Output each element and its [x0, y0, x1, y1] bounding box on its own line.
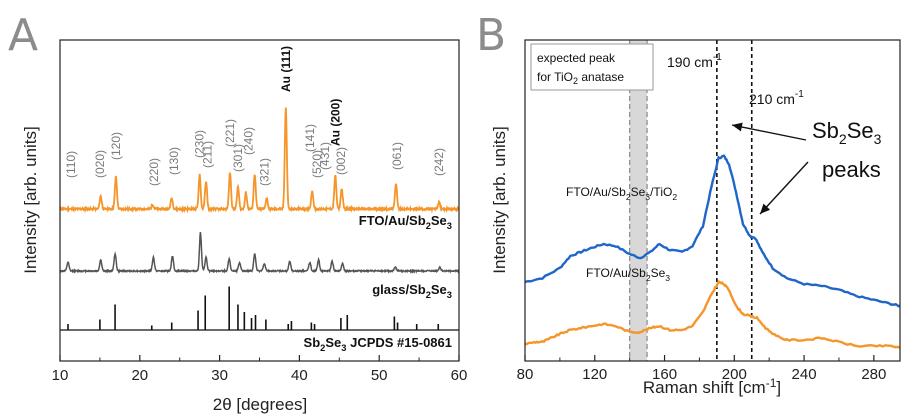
- expected-peak-box: [530, 43, 654, 91]
- reflection-label: (301): [231, 144, 245, 172]
- reflection-label: (221): [223, 119, 237, 147]
- x-tick-label: 40: [291, 367, 308, 384]
- x-tick-label: 200: [722, 366, 747, 383]
- au-peak-label: Au (200): [328, 99, 342, 146]
- reflection-label: (220): [147, 158, 161, 186]
- panel-a-plot-area: [60, 107, 459, 331]
- panel-b-letter: B: [476, 10, 506, 61]
- label-fto-au-sb2se3-tio2: FTO/Au/Sb2Se3/TiO2: [566, 185, 677, 202]
- reflection-label: (211): [201, 141, 215, 168]
- reflection-label: (242): [432, 148, 446, 176]
- x-tick-label: 280: [861, 366, 886, 383]
- series-jcpds-sticks: [60, 286, 459, 331]
- reflection-label: (061): [390, 142, 404, 170]
- label-fto-au-sb2se3-b: FTO/Au/Sb2Se3: [586, 266, 670, 283]
- series-line-fto-au: [60, 107, 459, 214]
- peak-210-label: 210 cm-1: [749, 89, 804, 107]
- panel-a-frame: [59, 39, 460, 362]
- reflection-label: (002): [334, 147, 348, 175]
- sb2se3-peaks-label: Sb2Se3: [812, 118, 882, 147]
- x-tick-label: 60: [451, 367, 468, 384]
- panel-b: B Intensity [arb. units] Raman shift [cm…: [476, 10, 901, 397]
- x-tick-label: 20: [131, 367, 148, 384]
- arrow-to-190-peak: [731, 124, 807, 141]
- panel-b-frame: [524, 39, 901, 362]
- arrow-to-210-peak-head: [760, 203, 771, 214]
- arrow-to-210-peak: [759, 161, 809, 215]
- panel-b-x-axis: 80 120 160 200 240 280: [517, 355, 886, 383]
- x-tick-label: 160: [652, 366, 677, 383]
- panel-a-y-axis-label: Intensity [arb. units]: [21, 126, 40, 273]
- reflection-label: (130): [167, 147, 181, 175]
- series-line-fto-au: [525, 280, 900, 350]
- panel-b-annotations: FTO/Au/Sb2Se3/TiO2 FTO/Au/Sb2Se3 expected …: [530, 43, 882, 283]
- reflection-label: (020): [93, 150, 107, 178]
- sb2se3-peaks-label-line2: peaks: [822, 157, 881, 182]
- reflection-label: (321): [257, 158, 271, 186]
- peak-190-label: 190 cm-1: [667, 52, 722, 70]
- reflection-label: (431): [318, 142, 332, 170]
- expected-peak-line2: for TiO2 anatase: [537, 70, 624, 86]
- x-tick-label: 10: [52, 367, 69, 384]
- reflection-label: (230): [193, 130, 207, 158]
- label-glass-sb2se3: glass/Sb2Se3: [372, 282, 452, 300]
- panel-a-letter: A: [8, 10, 38, 61]
- reflection-label: (520): [310, 150, 324, 178]
- expected-peak-line1: expected peak: [537, 51, 616, 65]
- series-line-fto-au-tio2: [525, 154, 900, 308]
- tio2-anatase-band: [629, 40, 648, 361]
- panel-a-x-axis-label: 2θ [degrees]: [213, 395, 308, 414]
- x-tick-label: 30: [211, 367, 228, 384]
- reflection-label: (120): [109, 132, 123, 160]
- panel-a-annotations: FTO/Au/Sb2Se3 glass/Sb2Se3 Sb2Se3 JCPDS #1…: [64, 46, 452, 353]
- reflection-label: (240): [241, 127, 255, 155]
- x-tick-label: 120: [582, 366, 607, 383]
- x-tick-label: 80: [517, 366, 534, 383]
- arrow-to-190-peak-head: [732, 122, 743, 132]
- label-jcpds: Sb2Se3 JCPDS #15-0861: [304, 335, 452, 353]
- panel-b-x-axis-label: Raman shift [cm-1]: [643, 376, 781, 397]
- panel-b-shaded-band: [629, 40, 648, 361]
- reflection-label: (110): [64, 151, 78, 178]
- au-peak-label: Au (111): [279, 46, 293, 92]
- x-tick-label: 240: [792, 366, 817, 383]
- panel-a: A Intensity [arb. units] 2θ [degrees] FT…: [8, 10, 467, 414]
- panel-b-y-axis-label: Intensity [arb. units]: [490, 126, 509, 273]
- x-tick-label: 50: [371, 367, 388, 384]
- reflection-label: (141): [303, 124, 317, 152]
- series-line-glass: [60, 232, 459, 275]
- panel-a-x-axis: 10 20 30 40 50 60: [52, 355, 468, 384]
- label-fto-au-sb2se3: FTO/Au/Sb2Se3: [359, 213, 452, 231]
- panel-b-plot-area: [525, 40, 900, 361]
